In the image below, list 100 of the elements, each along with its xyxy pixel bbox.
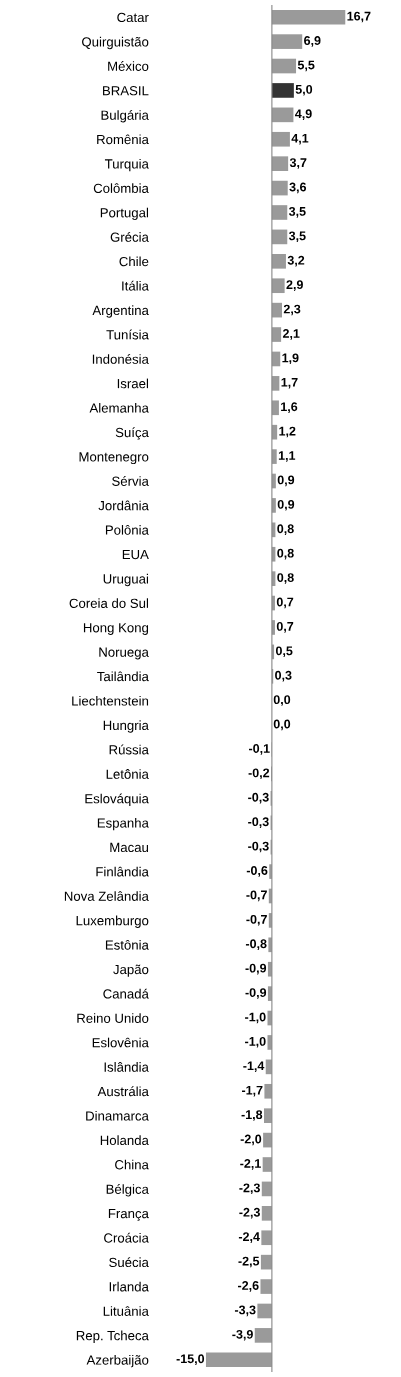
data-label: 0,9 [277,499,295,511]
y-tick-label: Dinamarca [86,1110,149,1121]
data-label: 3,5 [288,206,306,218]
data-label: 1,2 [279,426,296,438]
data-label: -3,9 [232,1329,253,1341]
y-tick-label: Rep. Tcheca [76,1330,149,1343]
y-tick-label: Nova Zelândia [64,891,149,901]
y-tick-label: Montenegro [79,452,149,465]
data-label: -0,2 [248,768,270,780]
data-label: -1,7 [241,1085,263,1097]
y-tick-label: Bélgica [106,1184,149,1197]
data-label: 3,2 [287,255,305,267]
y-tick-label: Estônia [105,939,149,950]
y-tick-label: Chile [119,256,149,267]
data-label: -0,3 [248,841,269,853]
data-label: 5,5 [297,60,315,72]
y-tick-label: Portugal [100,207,149,221]
y-tick-label: Finlândia [96,866,149,877]
y-tick-label: Jordânia [98,500,149,511]
data-label: 4,1 [291,133,309,145]
y-tick-label: China [115,1159,149,1170]
y-tick-label: Croácia [104,1232,149,1243]
y-tick-label: Uruguai [103,573,148,587]
y-tick-label: Bulgária [101,109,149,123]
y-tick-label: Tailândia [97,671,149,682]
data-label: 5,0 [295,84,313,96]
y-tick-label: Quirguistão [82,36,149,50]
y-tick-label: Liechtenstein [72,695,149,706]
data-label: 0,5 [275,646,293,658]
y-tick-label: Noruega [99,647,149,660]
data-label: 0,9 [277,475,295,487]
data-label: 0,0 [273,695,291,706]
data-label: 0,0 [273,719,291,731]
data-label: -2,5 [238,1256,260,1268]
y-tick-label: Azerbaijão [86,1355,149,1368]
data-label: 1,1 [278,451,296,462]
y-tick-label: Japão [113,964,149,977]
data-label: 3,7 [289,158,307,169]
y-tick-label: Lituânia [103,1306,149,1316]
data-label: -0,9 [245,963,267,975]
y-tick-label: Canadá [103,988,149,999]
y-tick-label: Colômbia [93,183,149,193]
y-tick-label: Sérvia [112,476,149,486]
y-tick-label: Reino Unido [77,1013,149,1023]
y-tick-label: Rússia [109,744,149,755]
y-tick-label: Irlanda [109,1281,149,1292]
data-label: 3,5 [288,231,306,243]
data-label: -1,8 [241,1110,263,1121]
data-label: -0,6 [246,866,268,877]
data-label: 0,7 [276,597,294,609]
data-label: -0,9 [245,988,267,999]
data-label: -1,4 [243,1061,265,1073]
y-tick-label: Israel [117,378,149,389]
data-label: -0,7 [246,890,267,902]
y-tick-label: Hungria [103,720,149,733]
y-tick-label: BRASIL [103,86,149,96]
y-tick-label: Luxemburgo [76,915,149,928]
data-label: -2,6 [238,1281,259,1292]
data-label: 0,7 [276,621,294,633]
y-tick-label: Itália [122,280,149,291]
y-tick-label: Islândia [104,1062,149,1072]
y-tick-label: França [108,1209,149,1221]
y-tick-label: Suécia [109,1257,149,1268]
data-label: 3,6 [289,182,307,194]
data-label: 1,6 [281,402,298,413]
data-label: 2,1 [282,329,300,340]
data-label: 0,3 [275,670,292,682]
y-tick-label: Eslovênia [92,1037,149,1048]
data-label: 6,9 [304,36,321,47]
data-label: -0,3 [248,792,269,804]
y-tick-label: Espanha [97,817,149,831]
y-tick-label: Romênia [97,134,149,145]
y-tick-label: EUA [122,549,149,560]
data-label: -0,8 [245,939,267,950]
y-tick-label: Polônia [105,525,149,535]
y-tick-label: Coreia do Sul [69,598,149,608]
y-tick-label: Holanda [100,1135,149,1146]
data-label: -2,1 [240,1159,261,1170]
data-label: 0,8 [277,524,294,535]
data-label: 2,3 [283,304,301,316]
data-label: -0,1 [249,744,270,755]
data-label: 4,9 [295,109,312,121]
data-label: -2,3 [239,1183,260,1195]
y-tick-label: Austrália [97,1086,149,1097]
y-tick-label: México [108,61,149,71]
y-tick-label: Letônia [106,769,149,779]
data-label: -2,0 [240,1134,262,1146]
data-label: 16,7 [347,11,371,23]
y-tick-label: Indonésia [92,354,149,364]
y-tick-label: Tunísia [106,329,149,340]
y-tick-label: Suíça [115,427,149,440]
y-tick-label: Turquia [104,158,149,172]
data-label: 1,9 [282,353,299,365]
data-label: -0,7 [246,914,267,926]
data-label: -1,0 [245,1036,266,1048]
data-label: 0,8 [277,573,294,584]
y-tick-label: Macau [110,842,149,853]
data-label: -2,4 [238,1232,260,1243]
data-label: 0,8 [277,548,294,560]
data-label: -15,0 [176,1354,205,1365]
